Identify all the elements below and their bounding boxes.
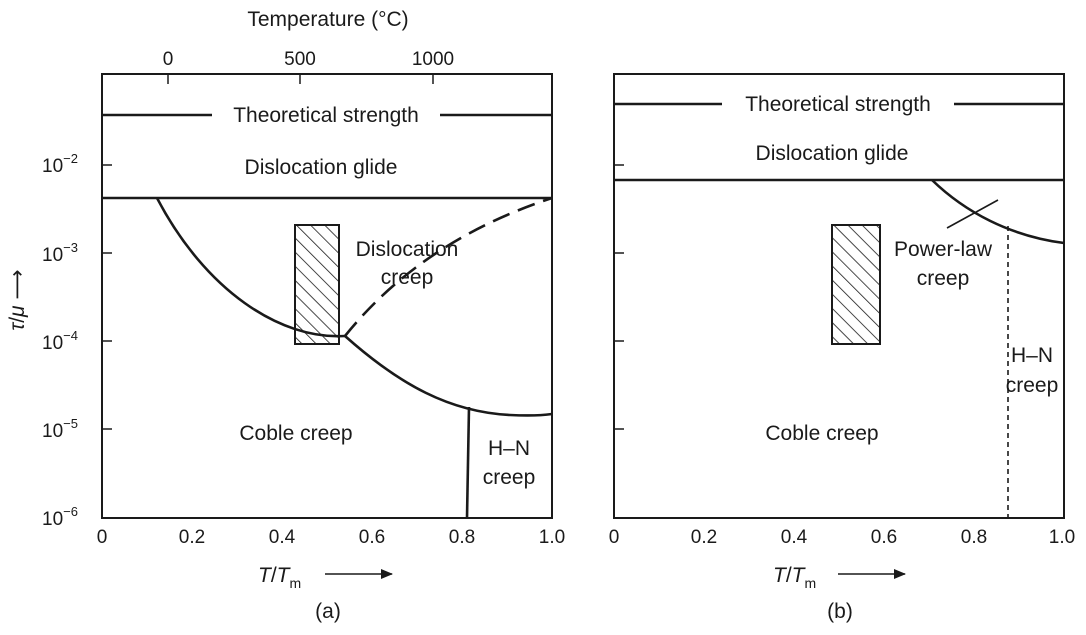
panel-b-frame [613,73,1065,519]
panel-b-coble-label: Coble creep [765,422,878,445]
y-axis-label: τ/μ ⟶ [6,269,29,330]
panel-a-disl-creep-1: Dislocation [356,238,459,261]
temperature-tick-label-500: 500 [284,49,316,70]
panel-b-hn-2: creep [1006,374,1059,397]
panel-b-powerlaw-1: Power-law [894,238,993,261]
y-tick-1e-2: 10−2 [42,151,78,177]
panel-a-xtick-3: 0.6 [359,527,385,548]
panel-a-xtick-0: 0 [97,527,108,548]
panel-b-caption: (b) [827,600,853,623]
panel-b-glide-label: Dislocation glide [756,142,909,165]
panel-a-frame [101,73,553,519]
panel-a-xtick-1: 0.2 [179,527,205,548]
panel-b: Theoretical strength Dislocation glide P… [609,73,1075,623]
panel-a-disl-creep-2: creep [381,266,434,289]
panel-b-powerlaw-2: creep [917,267,970,290]
panel-a: Theoretical strength Dislocation glide D… [97,73,565,623]
panel-a-hn-2: creep [483,466,536,489]
y-label-mu: μ [6,305,29,318]
y-tick-labels: 10−2 10−3 10−4 10−5 10−6 [42,151,78,530]
temperature-axis-title: Temperature (°C) [247,8,408,31]
panel-b-xtick-2: 0.4 [781,527,808,548]
svg-text:τ/μ⟶: τ/μ ⟶ [6,269,29,330]
panel-a-glide-label: Dislocation glide [245,156,398,179]
panel-a-xtick-5: 1.0 [539,527,565,548]
y-tick-1e-4: 10−4 [42,328,78,354]
panel-a-caption: (a) [315,600,341,623]
panel-b-cross-mark [946,199,999,229]
y-tick-1e-5: 10−5 [42,416,78,442]
panel-b-xtick-5: 1.0 [1049,527,1075,548]
panel-a-coble-label: Coble creep [239,422,352,445]
panel-b-hatched-region [831,224,881,345]
panel-a-xtick-2: 0.4 [269,527,296,548]
panel-b-xtick-1: 0.2 [691,527,717,548]
panel-a-hn-vertical [465,406,471,519]
panel-b-xtick-0: 0 [609,527,620,548]
temperature-tick-label-1000: 1000 [412,49,454,70]
temperature-ticks: 0 500 1000 [163,49,454,84]
panel-a-coble-hn-boundary [344,335,553,417]
panel-a-theoretical-label: Theoretical strength [233,104,419,127]
panel-b-hn-1: H–N [1011,344,1053,367]
panel-b-xtick-3: 0.6 [871,527,897,548]
panel-b-xtick-4: 0.8 [961,527,987,548]
panel-a-hn-1: H–N [488,437,530,460]
panel-b-powerlaw-boundary [931,179,1065,245]
y-tick-1e-3: 10−3 [42,240,78,266]
panel-b-xlabel: T/Tm [773,564,816,591]
y-tick-1e-6: 10−6 [42,504,78,530]
panel-a-hatched-region [294,224,340,345]
temperature-tick-label-0: 0 [163,49,174,70]
panel-a-xlabel: T/Tm [258,564,301,591]
y-label-slash: / [6,317,29,323]
panel-a-xtick-4: 0.8 [449,527,475,548]
y-label-tau: τ [6,322,29,331]
y-label-arrow: ⟶ [6,269,29,299]
panel-b-theoretical-label: Theoretical strength [745,93,931,116]
panel-a-dashed-boundary [343,196,553,337]
